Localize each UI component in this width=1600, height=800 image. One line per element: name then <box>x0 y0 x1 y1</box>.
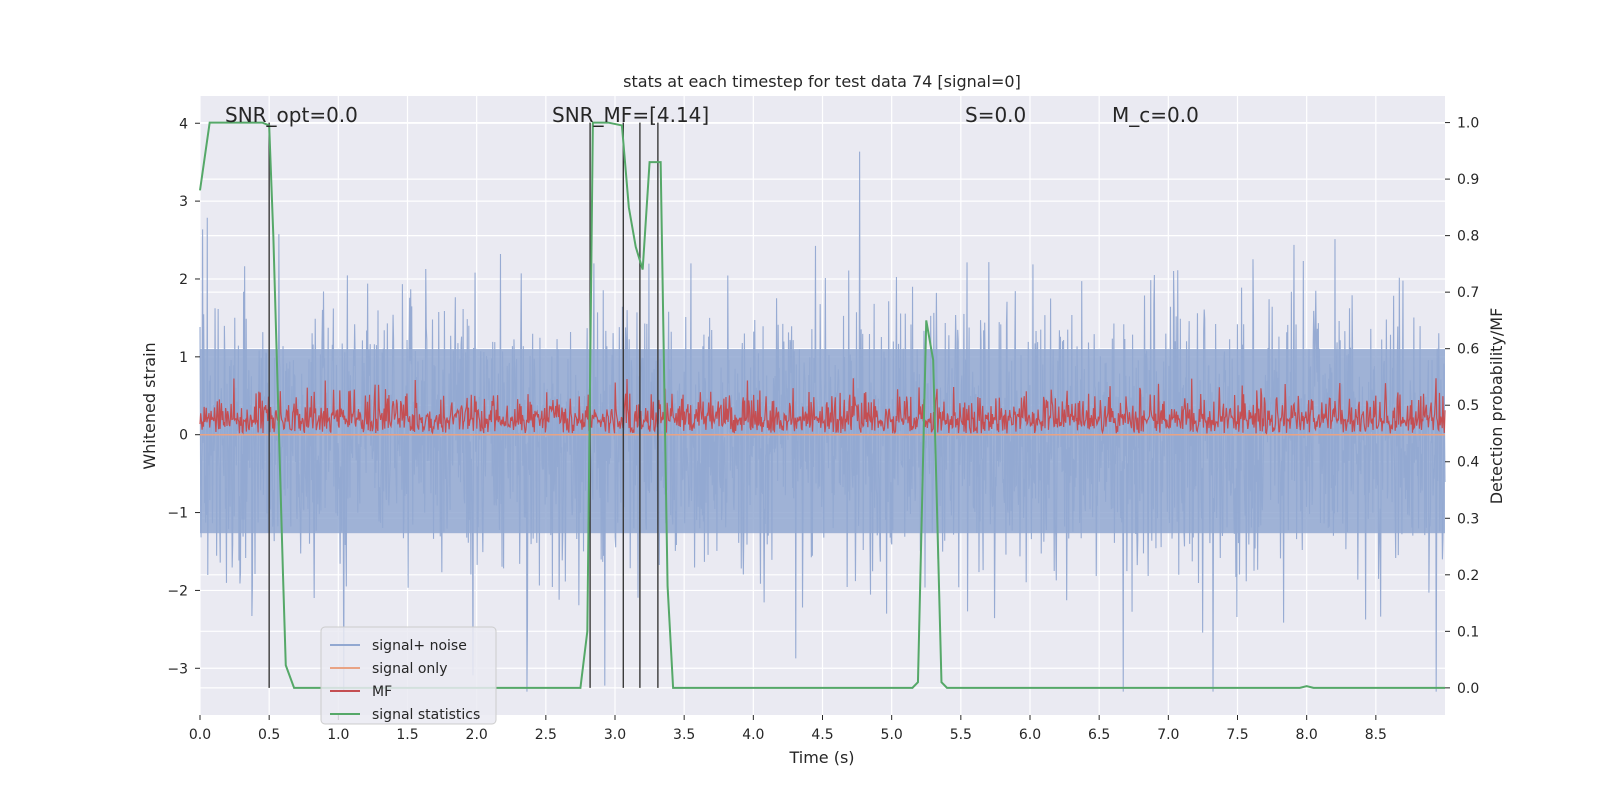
y-right-tick-label: 0.3 <box>1457 511 1479 527</box>
y-right-tick-label: 1.0 <box>1457 116 1479 132</box>
legend-label: signal statistics <box>372 707 480 723</box>
x-tick-label: 8.5 <box>1365 727 1387 743</box>
x-tick-label: 2.0 <box>466 727 488 743</box>
signal-plus-noise-band <box>200 349 1445 534</box>
annotation-snr-mf: SNR_MF=[4.14] <box>552 103 709 127</box>
y-right-tick-label: 0.0 <box>1457 681 1479 697</box>
x-tick-label: 0.5 <box>258 727 280 743</box>
y-tick-label: 4 <box>179 116 188 132</box>
x-tick-label: 6.0 <box>1019 727 1041 743</box>
mf-series <box>199 378 1446 435</box>
annotation-snr-opt: SNR_opt=0.0 <box>225 103 358 127</box>
y-right-tick-label: 0.2 <box>1457 568 1479 584</box>
y-tick-label: −2 <box>167 583 188 599</box>
x-tick-label: 2.5 <box>535 727 557 743</box>
x-tick-label: 8.0 <box>1296 727 1318 743</box>
y-right-tick-label: 0.4 <box>1457 455 1479 471</box>
x-tick-label: 5.5 <box>950 727 972 743</box>
x-tick-label: 4.0 <box>742 727 764 743</box>
y-right-tick-label: 0.5 <box>1457 398 1479 414</box>
x-tick-label: 3.5 <box>673 727 695 743</box>
legend: signal+ noise signal only MF signal statist… <box>320 626 497 725</box>
y-tick-label: 0 <box>179 428 188 444</box>
y-tick-label: −1 <box>167 506 188 522</box>
y-tick-label: 2 <box>179 272 188 288</box>
y-tick-label: 1 <box>179 350 188 366</box>
x-tick-label: 6.5 <box>1088 727 1110 743</box>
x-tick-label: 1.0 <box>327 727 349 743</box>
y-axis-label: Whitened strain <box>140 342 159 469</box>
y-right-tick-label: 0.8 <box>1457 229 1479 245</box>
y-tick-label: −3 <box>167 661 188 677</box>
y-right-axis-ticks: 0.0 0.1 0.2 0.3 0.4 0.5 0.6 0.7 0.8 0.9 1.0 <box>1445 116 1479 697</box>
y-right-tick-label: 0.6 <box>1457 342 1479 358</box>
x-tick-label: 7.5 <box>1226 727 1248 743</box>
legend-label: signal only <box>372 661 447 677</box>
y-right-tick-label: 0.7 <box>1457 285 1479 301</box>
y-tick-label: 3 <box>179 194 188 210</box>
signal-plus-noise-series <box>199 151 1446 692</box>
x-tick-label: 5.0 <box>881 727 903 743</box>
x-tick-label: 3.0 <box>604 727 626 743</box>
signal-statistics-line <box>199 121 1445 689</box>
legend-label: MF <box>372 684 392 700</box>
x-tick-label: 1.5 <box>396 727 418 743</box>
y-axis-ticks: −3 −2 −1 0 1 2 3 4 <box>167 116 200 677</box>
x-axis-label: Time (s) <box>788 748 854 767</box>
legend-label: signal+ noise <box>372 638 467 654</box>
x-tick-label: 4.5 <box>811 727 833 743</box>
signal-statistics-series <box>199 121 1445 689</box>
y-right-tick-label: 0.9 <box>1457 172 1479 188</box>
legend-box <box>320 626 497 725</box>
annotation-mc: M_c=0.0 <box>1112 103 1199 127</box>
annotations: SNR_opt=0.0 SNR_MF=[4.14] S=0.0 M_c=0.0 <box>225 103 1199 127</box>
y-right-tick-label: 0.1 <box>1457 624 1479 640</box>
y-right-axis-label: Detection probability/MF <box>1487 308 1506 505</box>
x-axis-ticks: 0.0 0.5 1.0 1.5 2.0 2.5 3.0 3.5 4.0 4.5 5.0 5.5 6.0 6… <box>189 715 1387 743</box>
annotation-s: S=0.0 <box>965 103 1026 127</box>
chart-title: stats at each timestep for test data 74 … <box>623 72 1021 91</box>
x-tick-label: 7.0 <box>1157 727 1179 743</box>
x-tick-label: 0.0 <box>189 727 211 743</box>
mf-line <box>199 378 1446 435</box>
